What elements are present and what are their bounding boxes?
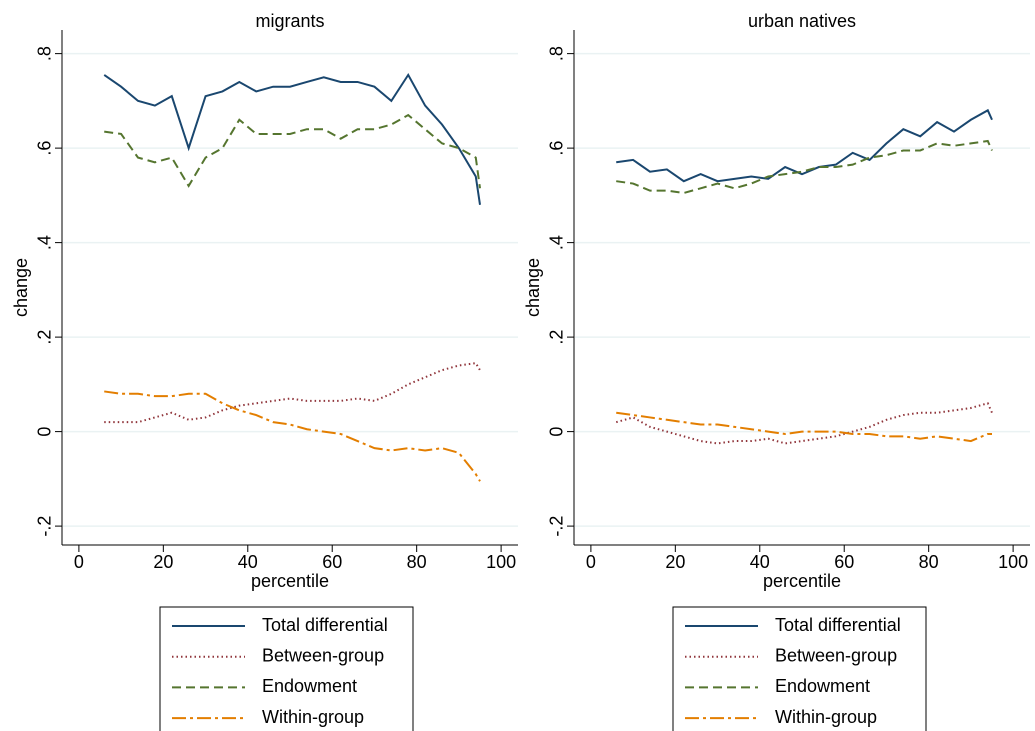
- series-line: [103, 72, 481, 205]
- x-tick-label: 0: [74, 552, 84, 572]
- y-axis-label: change: [11, 258, 31, 317]
- y-tick-label: .8: [547, 46, 567, 61]
- x-axis-label: percentile: [763, 571, 841, 591]
- series-line: [104, 362, 481, 424]
- legend-label: Between-group: [262, 645, 384, 665]
- y-tick-label: .6: [35, 141, 55, 156]
- series-line: [615, 402, 993, 445]
- y-tick-label: .4: [35, 235, 55, 250]
- y-tick-label: 0: [35, 427, 55, 437]
- series-line: [616, 108, 993, 183]
- legend-label: Endowment: [775, 676, 870, 696]
- legend-label: Total differential: [262, 615, 388, 635]
- y-tick-label: .2: [547, 330, 567, 345]
- legend-label: Within-group: [775, 707, 877, 727]
- legend-box: [159, 606, 414, 731]
- chart-title: urban natives: [748, 11, 856, 31]
- x-tick-label: 20: [153, 552, 173, 572]
- y-tick-label: .2: [35, 330, 55, 345]
- series-line: [104, 390, 481, 482]
- x-tick-label: 100: [998, 552, 1028, 572]
- y-tick-label: .8: [35, 46, 55, 61]
- x-tick-label: 60: [834, 552, 854, 572]
- x-tick-label: 40: [750, 552, 770, 572]
- series-line: [616, 139, 993, 195]
- x-tick-label: 40: [238, 552, 258, 572]
- y-tick-label: .4: [547, 235, 567, 250]
- chart-title: migrants: [255, 11, 324, 31]
- legend-label: Within-group: [262, 707, 364, 727]
- x-axis-label: percentile: [251, 571, 329, 591]
- x-tick-label: 100: [486, 552, 516, 572]
- y-tick-label: -.2: [547, 516, 567, 537]
- y-tick-label: -.2: [35, 516, 55, 537]
- x-tick-label: 80: [919, 552, 939, 572]
- y-axis-label: change: [523, 258, 543, 317]
- x-tick-label: 0: [586, 552, 596, 572]
- legend-box: [672, 606, 927, 731]
- series-line: [616, 411, 992, 443]
- x-tick-label: 20: [665, 552, 685, 572]
- x-tick-label: 60: [322, 552, 342, 572]
- series-line: [104, 113, 481, 189]
- legend-label: Endowment: [262, 676, 357, 696]
- legend-label: Between-group: [775, 645, 897, 665]
- y-tick-label: .6: [547, 141, 567, 156]
- y-tick-label: 0: [547, 427, 567, 437]
- legend-label: Total differential: [775, 615, 901, 635]
- x-tick-label: 80: [407, 552, 427, 572]
